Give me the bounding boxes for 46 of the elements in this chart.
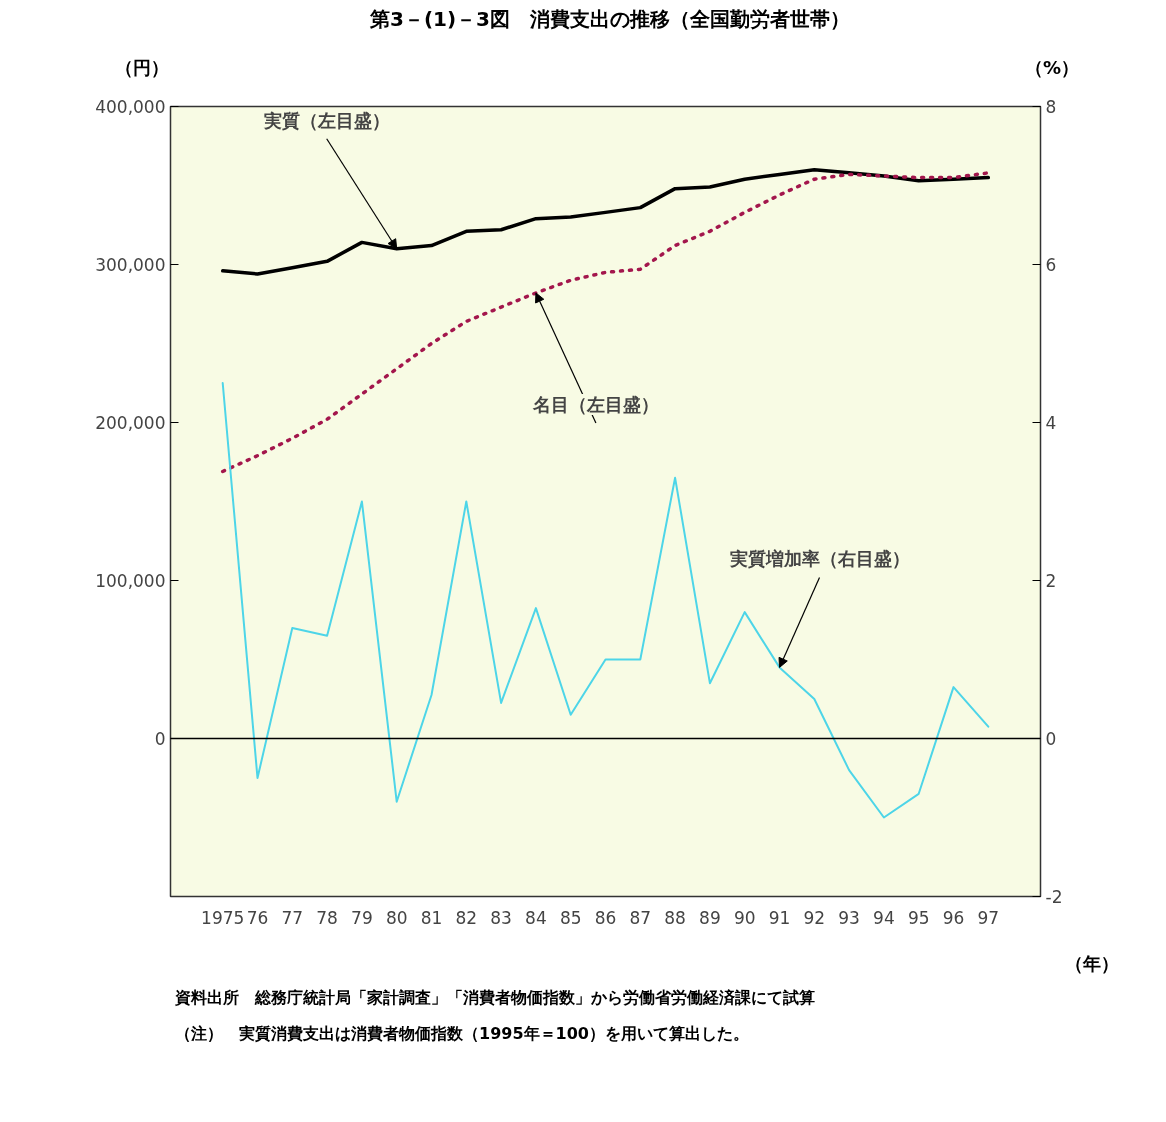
x-tick-label: 93 bbox=[838, 907, 860, 928]
line-series bbox=[221, 382, 990, 819]
x-tick-label: 97 bbox=[977, 907, 1000, 928]
x-tick-label: 80 bbox=[385, 907, 408, 928]
line-series bbox=[220, 171, 991, 474]
x-tick-label: 84 bbox=[525, 907, 547, 928]
x-tick-label: 87 bbox=[629, 907, 652, 928]
x-tick-label: 1975 bbox=[201, 907, 245, 928]
annotation: 実質（左目盛） bbox=[262, 109, 390, 131]
x-tick-label: 78 bbox=[316, 907, 338, 928]
y-tick-label: 0 bbox=[154, 729, 166, 749]
text: （注） 実質消費支出は消費者物価指数（1995年＝100）を用いて算出した。 bbox=[175, 1023, 749, 1045]
line-series bbox=[220, 167, 991, 276]
y-tick-label: 300,000 bbox=[95, 255, 166, 275]
x-tick-label: 77 bbox=[281, 907, 304, 928]
y2-tick-label: 6 bbox=[1045, 255, 1057, 275]
x-tick-label: 76 bbox=[246, 907, 269, 928]
x-tick-label: 79 bbox=[351, 907, 373, 928]
x-tick-label: 94 bbox=[873, 907, 895, 928]
annotation: 名目（左目盛） bbox=[531, 393, 659, 415]
y2-axis-title: （%） bbox=[1025, 56, 1080, 80]
y-tick-label: 400,000 bbox=[95, 97, 166, 117]
text: 資料出所 総務庁統計局「家計調査」「消費者物価指数」から労働省労働経済課にて試算 bbox=[175, 987, 815, 1009]
x-tick-label: 96 bbox=[942, 907, 965, 928]
annotation: 実質増加率（右目盛） bbox=[728, 548, 910, 570]
x-tick-label: 82 bbox=[455, 907, 478, 928]
chart-title: 第3－(1)－3図 消費支出の推移（全国勤労者世帯） bbox=[369, 6, 851, 33]
y2-tick-label: -2 bbox=[1045, 887, 1063, 907]
y-tick-label: 200,000 bbox=[95, 413, 166, 433]
y2-tick-label: 2 bbox=[1045, 571, 1057, 591]
x-tick-label: 91 bbox=[768, 907, 791, 928]
y-tick-label: 100,000 bbox=[95, 571, 166, 591]
x-tick-label: 88 bbox=[664, 907, 686, 928]
y2-tick-label: 0 bbox=[1045, 729, 1057, 749]
x-tick-label: 92 bbox=[803, 907, 826, 928]
x-tick-label: 85 bbox=[559, 907, 582, 928]
x-tick-label: 89 bbox=[699, 907, 721, 928]
x-tick-label: 81 bbox=[420, 907, 443, 928]
y2-tick-label: 4 bbox=[1045, 413, 1057, 433]
x-tick-label: 86 bbox=[594, 907, 617, 928]
x-tick-label: 90 bbox=[733, 907, 756, 928]
x-tick-label: 95 bbox=[907, 907, 930, 928]
y2-tick-label: 8 bbox=[1045, 97, 1057, 117]
y-axis-title: （円） bbox=[115, 56, 169, 80]
x-tick-label: 83 bbox=[490, 907, 512, 928]
x-axis-title: （年） bbox=[1065, 952, 1119, 976]
